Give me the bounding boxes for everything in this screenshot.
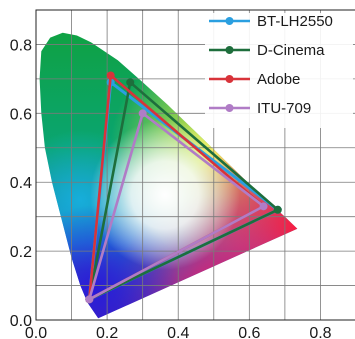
legend-item: BT-LH2550 (209, 13, 333, 30)
legend-marker (225, 104, 234, 112)
x-tick-label: 0.4 (167, 325, 189, 339)
legend-item: Adobe (209, 71, 300, 88)
gamut-vertex-marker (138, 109, 147, 118)
legend-marker (225, 17, 234, 25)
x-tick-label: 0.8 (309, 325, 331, 339)
gamut-vertex-marker (106, 71, 115, 80)
legend-marker (225, 75, 234, 83)
legend-item: D-Cinema (209, 42, 325, 59)
y-tick-label: 0.0 (10, 313, 32, 330)
x-tick-label: 0.2 (96, 325, 118, 339)
plot-frame (35, 9, 355, 321)
axis-tick-labels: 0.0 0.2 0.4 0.6 0.8 0.0 0.2 0.4 0.6 0.8 (10, 37, 332, 339)
gamut-triangle (88, 81, 280, 301)
gamut-vertex-marker (85, 295, 94, 304)
y-tick-label: 0.4 (10, 175, 32, 192)
legend-label: BT-LH2550 (257, 13, 333, 30)
gamut-vertex-marker (259, 202, 268, 211)
gamut-series (85, 71, 282, 304)
x-tick-label: 0.0 (25, 325, 47, 339)
legend-item: ITU-709 (209, 100, 311, 117)
y-tick-label: 0.8 (10, 37, 32, 54)
gamut-vertex-marker (273, 205, 282, 214)
legend: BT-LH2550 D-Cinema Adobe ITU-709 (205, 13, 353, 128)
legend-label: Adobe (257, 71, 300, 88)
y-tick-label: 0.6 (10, 106, 32, 123)
gamut-triangle (88, 112, 265, 301)
legend-label: ITU-709 (257, 100, 311, 117)
gamut-vertex-marker (126, 78, 135, 87)
series-itu-709 (85, 109, 268, 304)
y-tick-label: 0.2 (10, 244, 32, 261)
legend-label: D-Cinema (257, 42, 325, 59)
legend-marker (225, 46, 234, 54)
x-tick-label: 0.6 (238, 325, 260, 339)
